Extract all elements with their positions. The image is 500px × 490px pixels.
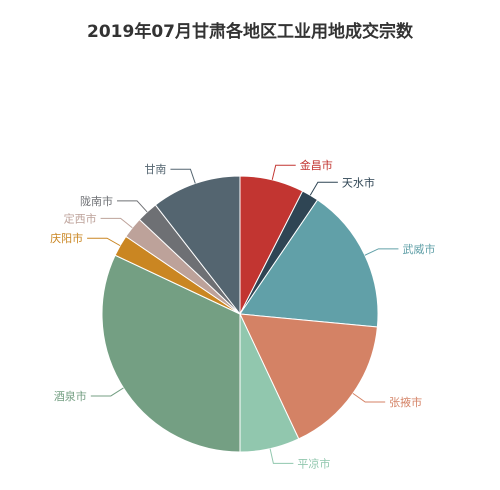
slice-leader-line [269, 448, 294, 464]
slice-leader-line [352, 392, 386, 403]
chart-title: 2019年07月甘肃各地区工业用地成交宗数 [87, 22, 413, 42]
slice-label: 甘南 [144, 163, 166, 176]
slice-leader-line [170, 168, 196, 184]
slice-leader-line [364, 248, 399, 256]
slice-leader-line [100, 217, 133, 229]
slice-leader-line [271, 164, 296, 180]
slice-label: 陇南市 [80, 194, 113, 208]
slice-leader-line [90, 387, 124, 397]
slice-label: 张掖市 [389, 395, 422, 409]
slice-label: 平凉市 [297, 456, 330, 470]
slice-label: 金昌市 [300, 158, 333, 172]
slice-label: 定西市 [64, 211, 97, 225]
pie-slice [101, 254, 241, 453]
slice-label: 庆阳市 [50, 231, 83, 245]
pie-slice [154, 175, 241, 316]
slice-label: 天水市 [342, 175, 375, 189]
pie-slices [101, 175, 379, 453]
slice-label: 酒泉市 [54, 389, 87, 403]
pie-slice [239, 313, 378, 440]
slice-label: 武威市 [402, 242, 435, 256]
slice-leader-line [117, 200, 148, 213]
slice-leader-line [87, 237, 121, 247]
slice-leader-line [309, 181, 338, 196]
